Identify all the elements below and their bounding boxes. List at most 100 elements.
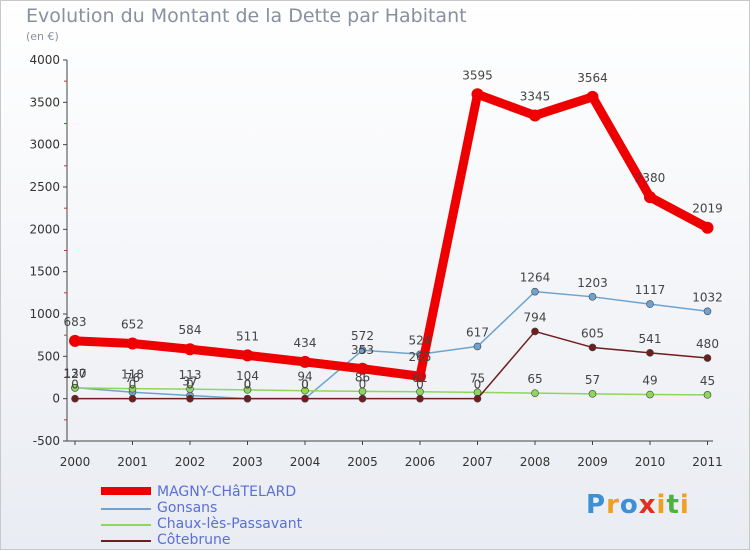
data-point	[356, 362, 369, 375]
data-label: 511	[236, 329, 259, 343]
data-label: 584	[179, 323, 202, 337]
data-label: 2019	[692, 202, 723, 216]
series-line	[74, 387, 709, 396]
x-tick-label: 2004	[290, 455, 321, 469]
x-tick-label: 2010	[635, 455, 666, 469]
y-tick-label: 0	[52, 392, 60, 406]
y-tick-label: 1500	[29, 265, 60, 279]
data-point	[531, 287, 539, 296]
data-point	[703, 354, 712, 362]
legend-label-gonsans: Gonsans	[157, 500, 218, 516]
data-point	[703, 391, 712, 399]
proxiti-logo: Proxiti	[586, 490, 690, 520]
data-label: 683	[64, 315, 87, 329]
chart-title: Evolution du Montant de la Dette par Hab…	[26, 5, 467, 27]
logo-letter: x	[638, 490, 657, 520]
data-label: 572	[351, 329, 374, 343]
data-point	[358, 394, 367, 403]
y-tick-label: 2000	[29, 222, 60, 236]
data-label: 3564	[577, 71, 608, 85]
data-point	[646, 349, 654, 357]
data-point	[128, 394, 137, 403]
data-point	[586, 90, 599, 103]
data-label: 794	[524, 310, 547, 324]
legend-swatch-magny	[101, 487, 151, 495]
data-point	[186, 385, 194, 393]
logo-letter: i	[656, 490, 667, 520]
data-point	[473, 342, 482, 351]
data-point	[588, 390, 597, 398]
data-point	[243, 394, 252, 403]
data-point	[71, 394, 79, 403]
data-label: 118	[121, 368, 144, 382]
data-point	[301, 394, 309, 403]
data-point	[299, 355, 311, 368]
series-line	[70, 89, 712, 381]
data-point	[471, 88, 484, 101]
legend-label-cotebrune: Côtebrune	[157, 532, 231, 548]
data-label: 434	[294, 336, 317, 350]
data-label: 104	[236, 369, 259, 383]
y-tick-label: 4000	[29, 53, 60, 67]
data-label: 1264	[520, 271, 551, 285]
series-line	[74, 290, 709, 400]
data-label: 65	[527, 372, 542, 386]
data-label: 605	[581, 326, 604, 340]
data-point	[241, 349, 254, 362]
data-point	[701, 221, 714, 234]
data-label: 541	[639, 332, 662, 346]
data-label: 0	[416, 378, 424, 392]
y-tick-label: 2500	[29, 180, 60, 194]
y-tick-label: 3500	[29, 95, 60, 109]
legend-label-magny: MAGNY-CHâTELARD	[157, 484, 297, 500]
logo-letter: o	[619, 490, 639, 520]
data-point	[473, 394, 482, 403]
data-point	[128, 384, 137, 393]
x-tick-label: 2008	[520, 455, 551, 469]
data-label: 652	[121, 317, 144, 331]
data-label: 94	[297, 370, 312, 384]
axes: -500 0 500 1000 1500 2000 2500 3000 3500 4000 2000…	[29, 53, 722, 469]
data-point	[126, 337, 139, 350]
y-tick-label: 3000	[29, 138, 60, 152]
data-label: 2380	[635, 171, 666, 185]
data-label: 86	[355, 370, 370, 384]
data-point	[416, 394, 424, 403]
x-tick-label: 2009	[577, 455, 608, 469]
data-label: 1032	[692, 290, 723, 304]
legend-swatch-cotebrune	[101, 540, 151, 542]
data-label: 617	[466, 325, 489, 339]
data-label: 49	[642, 374, 657, 388]
data-label: 3595	[462, 68, 493, 82]
chart-subtitle: (en €)	[26, 30, 59, 43]
data-label: 524	[409, 333, 432, 347]
data-label: 0	[359, 378, 367, 392]
data-label: 76	[125, 371, 140, 385]
data-label: 0	[71, 378, 79, 392]
data-point	[71, 384, 79, 392]
x-tick-label: 2003	[232, 455, 263, 469]
data-point	[646, 390, 654, 399]
x-tick-label: 2000	[60, 455, 91, 469]
legend-swatch-chaux	[101, 524, 151, 526]
data-label: 75	[470, 371, 485, 385]
data-label: 0	[186, 378, 194, 392]
data-label: 113	[179, 368, 202, 382]
data-label: 265	[409, 350, 432, 364]
data-point	[588, 343, 597, 352]
logo-letter: r	[606, 490, 620, 520]
data-point	[644, 191, 656, 204]
logo-letter: P	[586, 490, 607, 520]
data-label: 0	[474, 378, 482, 392]
x-tick-label: 2006	[405, 455, 436, 469]
data-point	[703, 307, 712, 316]
data-label: 0	[244, 378, 252, 392]
data-label: 0	[244, 378, 252, 392]
data-label: 480	[696, 337, 719, 351]
data-label: 37	[182, 375, 197, 389]
logo-letter: i	[679, 490, 690, 520]
x-tick-label: 2005	[347, 455, 378, 469]
data-point	[243, 386, 252, 394]
data-point	[69, 334, 81, 347]
